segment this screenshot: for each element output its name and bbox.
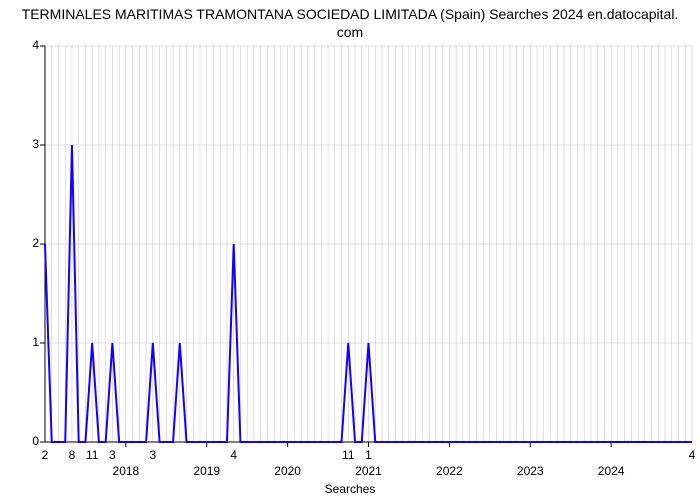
x-year-label: 2022 [436,464,463,478]
y-tick-label: 2 [9,236,39,250]
point-label: 3 [149,448,156,462]
x-year-label: 2021 [355,464,382,478]
x-year-label: 2018 [113,464,140,478]
point-label: 4 [689,448,696,462]
point-label: 11 [342,448,354,462]
x-year-label: 2020 [274,464,301,478]
x-axis-label: Searches [0,482,700,496]
point-label: 11 [86,448,98,462]
point-label: 1 [365,448,372,462]
y-tick-label: 1 [9,335,39,349]
y-tick-label: 0 [9,434,39,448]
point-label: 8 [69,448,76,462]
chart-svg [0,0,700,500]
x-year-label: 2023 [517,464,544,478]
point-label: 4 [230,448,237,462]
y-tick-label: 4 [9,38,39,52]
point-label: 3 [109,448,116,462]
x-year-label: 2019 [193,464,220,478]
point-label: 2 [42,448,49,462]
x-year-label: 2024 [598,464,625,478]
y-tick-label: 3 [9,137,39,151]
